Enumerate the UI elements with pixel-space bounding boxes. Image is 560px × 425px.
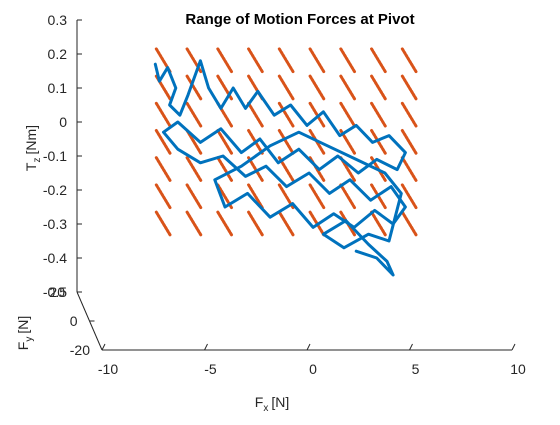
grid-segment — [308, 183, 326, 211]
z-tick-label: 0.2 — [48, 46, 68, 62]
grid-segment — [370, 74, 388, 102]
grid-segment — [400, 156, 419, 183]
x-tick — [511, 343, 516, 351]
trajectory — [153, 59, 407, 277]
chart-title: Range of Motion Forces at Pivot — [185, 11, 414, 28]
grid-segment — [216, 210, 234, 238]
x-tick-label: 0 — [309, 361, 317, 377]
grid-segment — [154, 210, 173, 238]
grid-segment — [400, 129, 419, 156]
z-tick-label: -0.4 — [43, 250, 67, 266]
z-axis-label: Tz [Nm] — [23, 125, 43, 171]
grid-segment — [277, 101, 296, 129]
grid-segment — [400, 47, 419, 75]
x-axis-label-unit: [N] — [271, 394, 289, 410]
z-tick-label: -0.5 — [43, 284, 67, 300]
grid-segment — [185, 210, 203, 238]
grid-segment — [216, 156, 234, 183]
grid-segment — [339, 183, 357, 211]
x-axis-label: Fx [N] — [255, 394, 289, 414]
grid-segment — [154, 183, 173, 211]
grid-segment — [370, 101, 388, 129]
grid-segment — [400, 183, 419, 211]
y-axis-label-unit: [N] — [15, 316, 31, 334]
grid-segment — [247, 156, 265, 183]
x-tick — [409, 343, 413, 351]
grid-segment — [400, 101, 419, 129]
grid-segment — [339, 47, 357, 75]
grid-segment — [247, 210, 265, 238]
y-axis-label-sub: y — [24, 337, 35, 342]
grid-segment — [277, 74, 296, 102]
grid-segment — [370, 47, 388, 75]
grid-segment — [185, 183, 203, 211]
grid-segment — [339, 74, 357, 102]
x-tick — [306, 343, 311, 351]
y-ticks: -20 0 20 — [49, 284, 107, 358]
z-ticks: -0.5 -0.4 -0.3 -0.2 -0.1 0 0.1 0.2 0.3 — [43, 12, 82, 300]
grid-segment — [308, 47, 326, 75]
grid-segment — [370, 129, 388, 156]
z-axis-label-unit: [Nm] — [23, 125, 39, 155]
y-axis-label-base: F — [15, 342, 31, 351]
y-axis-label: Fy [N] — [15, 316, 35, 350]
x-axis-label-sub: x — [263, 403, 268, 414]
z-axis-label-base: T — [23, 162, 39, 171]
grid-segment — [370, 210, 388, 238]
grid-segment — [185, 156, 203, 183]
z-tick-label: 0.3 — [48, 12, 68, 28]
y-tick-label: 20 — [49, 284, 65, 300]
x-tick — [204, 343, 208, 351]
grid-segment — [247, 101, 265, 129]
z-axis-label-sub: z — [32, 158, 43, 163]
x-tick-label: -10 — [98, 361, 118, 377]
grid-segment — [185, 74, 203, 102]
grid-segment — [154, 129, 173, 156]
z-tick-label: 0.1 — [48, 80, 68, 96]
grid-segment — [216, 47, 234, 75]
grid-segment — [400, 210, 419, 238]
y-tick-label: 0 — [70, 313, 78, 329]
x-tick-label: -5 — [204, 361, 217, 377]
grid-segment — [154, 156, 173, 183]
grid-segment — [216, 129, 234, 156]
z-tick-label: -0.1 — [43, 148, 67, 164]
grid-segment — [154, 101, 173, 129]
z-tick-label: -0.3 — [43, 216, 67, 232]
grid-segment — [277, 47, 296, 75]
x-tick-label: 5 — [412, 361, 420, 377]
grid-segment — [308, 74, 326, 102]
z-tick-label: 0 — [59, 114, 67, 130]
grid-segment — [400, 74, 419, 102]
grid-segment — [247, 47, 265, 75]
x-axis-label-base: F — [255, 394, 264, 410]
grid-segment — [339, 101, 357, 129]
grid-segment — [247, 183, 265, 211]
grid-segment — [185, 101, 203, 129]
x-tick-label: 10 — [510, 361, 526, 377]
x-ticks: -10 -5 0 5 10 — [98, 343, 526, 377]
z-tick-label: -0.2 — [43, 182, 67, 198]
grid-segment — [216, 74, 234, 102]
grid-segment — [370, 183, 388, 211]
grid-segment — [277, 210, 296, 238]
trajectory-line — [153, 59, 407, 277]
grid-segment — [277, 129, 296, 156]
axes-lines — [76, 20, 512, 351]
x-tick — [101, 343, 106, 351]
y-tick-label: -20 — [70, 342, 90, 358]
calibration-grid — [154, 47, 419, 238]
